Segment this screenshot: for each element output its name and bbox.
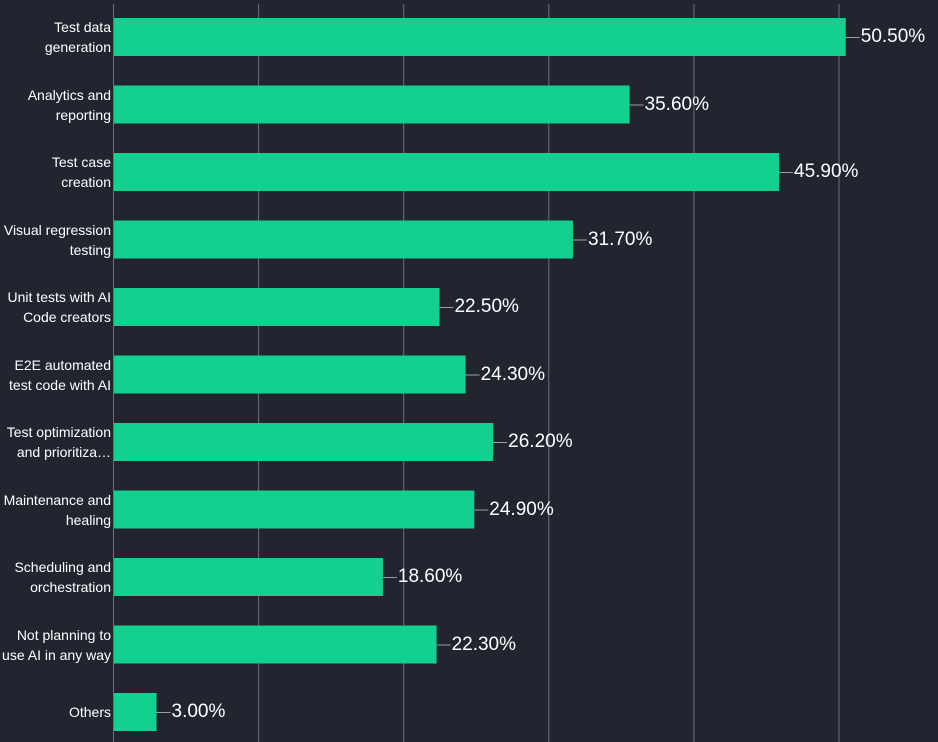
data-label: 26.20%: [508, 431, 573, 452]
bar: [114, 693, 157, 731]
category-label: Scheduling and orchestration: [14, 559, 111, 595]
data-label: 50.50%: [860, 26, 926, 47]
category-label: Test case creation: [51, 154, 111, 190]
category-label: E2E automated test code with AI: [9, 356, 111, 393]
bar: [114, 288, 440, 326]
category-label: Not planning to use AI in any way: [2, 626, 111, 663]
data-label: 18.60%: [397, 566, 463, 587]
bar: [114, 153, 780, 191]
data-label: 22.30%: [451, 633, 517, 655]
bar: [114, 423, 494, 461]
category-label: Test data generation: [44, 19, 111, 55]
bar: [114, 490, 475, 529]
data-label: 45.90%: [794, 161, 859, 182]
bar: [114, 558, 383, 596]
data-label: 22.50%: [454, 296, 519, 317]
category-label: Others: [68, 704, 111, 720]
category-label: Maintenance and healing: [3, 491, 111, 528]
bar: [114, 625, 437, 664]
category-label: Visual regression testing: [3, 221, 111, 258]
bar: [114, 85, 630, 124]
category-label: Test optimization and prioritiza…: [6, 424, 111, 460]
bar: [114, 18, 846, 56]
data-label: 31.70%: [587, 228, 653, 250]
category-label: Analytics and reporting: [27, 86, 111, 123]
data-label: 24.90%: [489, 498, 554, 520]
bar: [114, 355, 466, 394]
bar: [114, 220, 573, 259]
data-label: 3.00%: [171, 701, 226, 722]
data-label: 35.60%: [644, 93, 709, 115]
data-label: 24.30%: [480, 363, 546, 385]
category-label: Unit tests with AI Code creators: [7, 289, 111, 325]
